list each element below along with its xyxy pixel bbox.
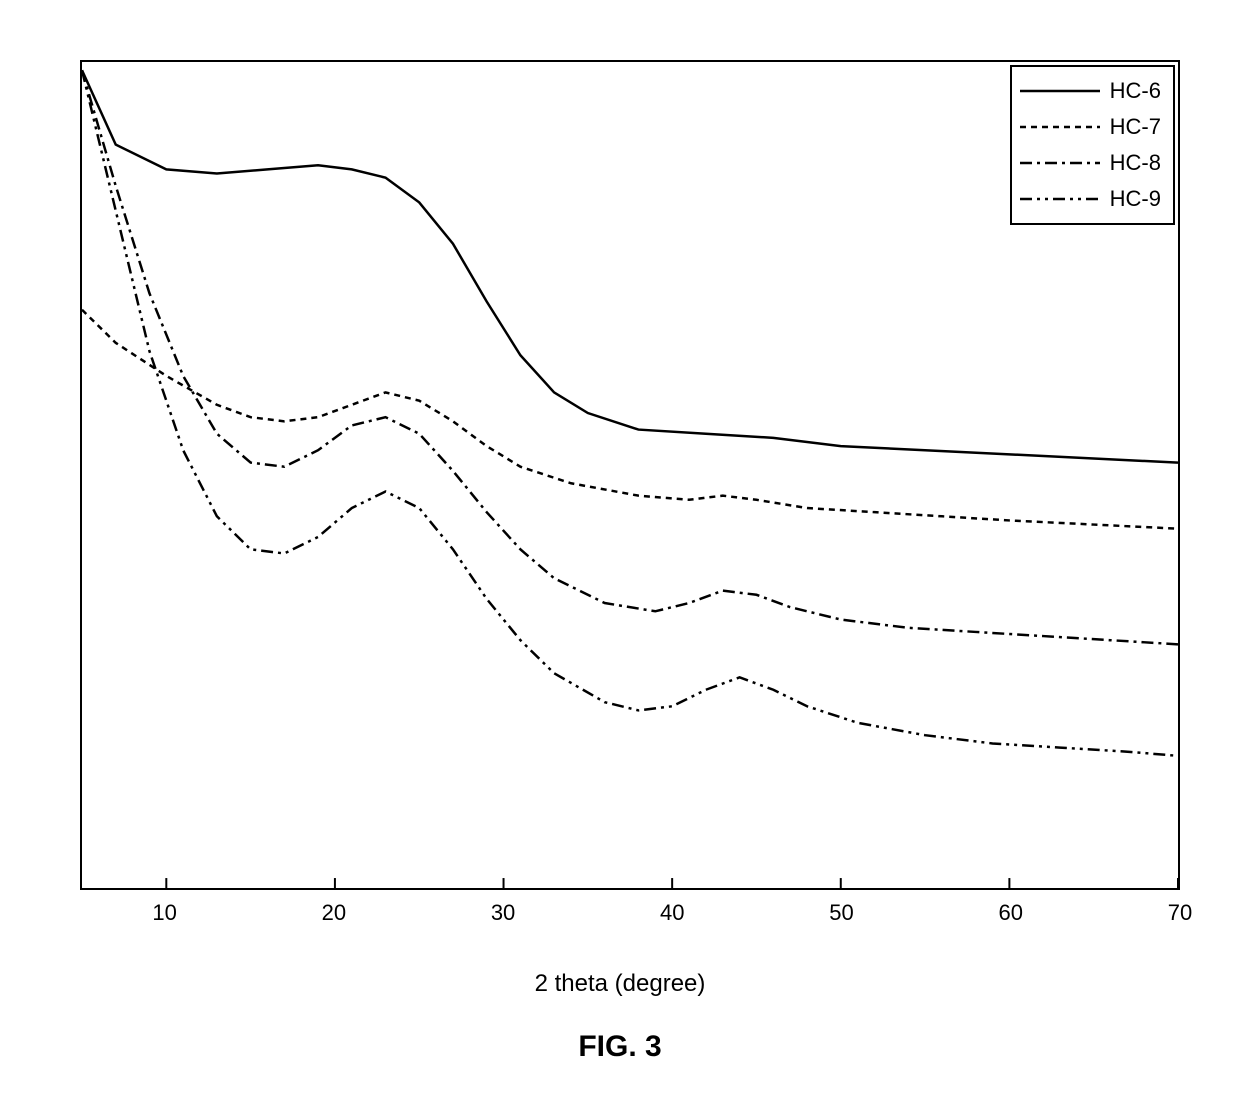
legend-line-sample bbox=[1020, 117, 1100, 137]
xrd-chart-plot: HC-6 HC-7 HC-8 HC-9 bbox=[80, 60, 1180, 890]
x-tick-label: 30 bbox=[491, 900, 515, 926]
x-tick-label: 50 bbox=[829, 900, 853, 926]
x-axis-label: 2 theta (degree) bbox=[535, 970, 706, 998]
x-axis-ticks: 10203040506070 bbox=[80, 900, 1180, 930]
legend-label: HC-7 bbox=[1110, 114, 1161, 140]
legend-item-HC-7: HC-7 bbox=[1020, 109, 1161, 145]
series-HC-7 bbox=[82, 310, 1178, 529]
legend-item-HC-9: HC-9 bbox=[1020, 181, 1161, 217]
legend-line-sample bbox=[1020, 153, 1100, 173]
legend: HC-6 HC-7 HC-8 HC-9 bbox=[1010, 65, 1175, 225]
legend-label: HC-8 bbox=[1110, 150, 1161, 176]
legend-label: HC-9 bbox=[1110, 186, 1161, 212]
legend-line-sample bbox=[1020, 81, 1100, 101]
x-tick-label: 60 bbox=[999, 900, 1023, 926]
legend-item-HC-6: HC-6 bbox=[1020, 73, 1161, 109]
x-tick-label: 40 bbox=[660, 900, 684, 926]
x-tick-label: 10 bbox=[152, 900, 176, 926]
legend-item-HC-8: HC-8 bbox=[1020, 145, 1161, 181]
legend-label: HC-6 bbox=[1110, 78, 1161, 104]
figure-caption: FIG. 3 bbox=[578, 1030, 661, 1064]
x-tick-label: 20 bbox=[322, 900, 346, 926]
legend-line-sample bbox=[1020, 189, 1100, 209]
x-tick-label: 70 bbox=[1168, 900, 1192, 926]
